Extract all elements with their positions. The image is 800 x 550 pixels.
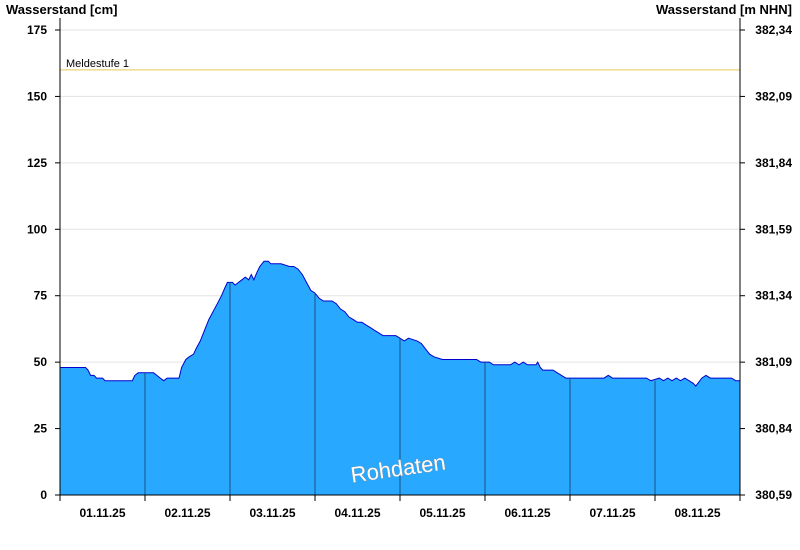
left-tick-label: 75 [34,289,48,303]
x-tick-label: 07.11.25 [589,506,635,520]
left-tick-label: 150 [27,89,47,103]
series-line [60,260,740,387]
right-tick-label: 380,84 [755,422,792,436]
right-y-ticks: 380,59 380,84 381,09 381,34 381,59 381,84 382,… [740,23,792,502]
x-ticks: 01.11.25 02.11.25 03.11.25 04.11.25 05.11.25… [59,495,741,520]
x-tick-label: 06.11.25 [504,506,550,520]
right-tick-label: 381,34 [755,289,792,303]
x-tick-label: 02.11.25 [164,506,210,520]
right-tick-label: 381,09 [755,355,792,369]
left-tick-label: 125 [27,156,47,170]
right-tick-label: 380,59 [755,488,792,502]
x-tick-label: 04.11.25 [334,506,380,520]
threshold-label: Meldestufe 1 [66,58,129,70]
x-tick-label: 05.11.25 [419,506,465,520]
left-tick-label: 25 [34,422,48,436]
left-tick-label: 50 [34,355,48,369]
right-tick-label: 382,09 [755,89,792,103]
right-tick-label: 382,34 [755,23,792,37]
right-tick-label: 381,84 [755,156,792,170]
right-tick-label: 381,59 [755,222,792,236]
x-tick-label: 03.11.25 [249,506,295,520]
right-axis-title: Wasserstand [m NHN] [656,2,792,17]
x-tick-label: 01.11.25 [79,506,125,520]
day-separators [144,282,656,495]
left-tick-label: 175 [27,23,47,37]
left-tick-label: 100 [27,222,47,236]
left-y-ticks: 0 25 50 75 100 125 150 175 [27,23,60,502]
threshold-group: Meldestufe 1 [60,58,740,71]
left-tick-label: 0 [40,488,47,502]
x-tick-label: 08.11.25 [674,506,720,520]
left-axis-title: Wasserstand [cm] [6,2,118,17]
